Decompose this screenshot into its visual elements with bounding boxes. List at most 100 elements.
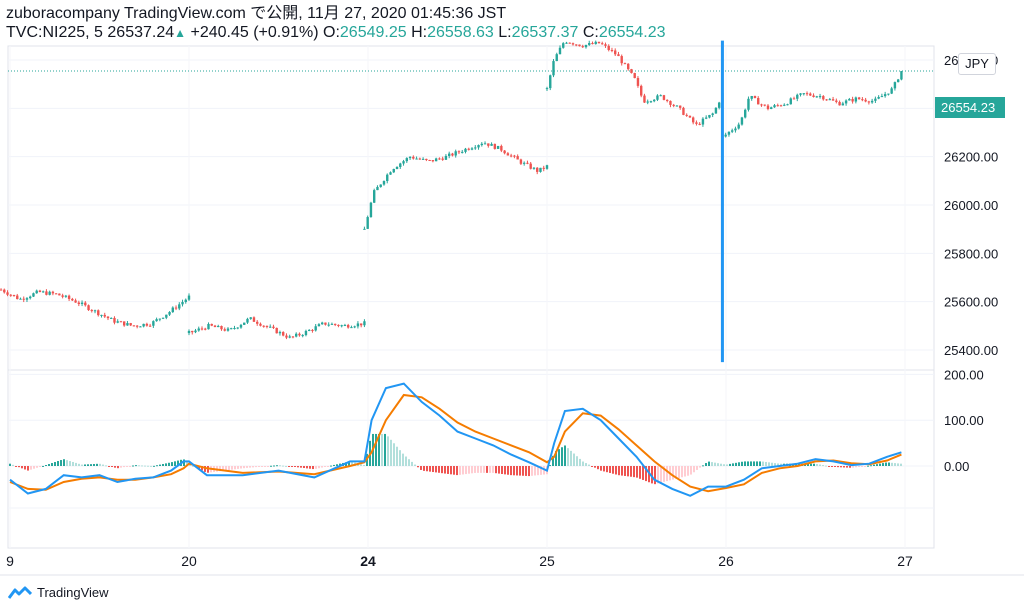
histogram-bar — [633, 466, 635, 478]
time-tick-label: 24 — [360, 553, 376, 569]
histogram-bar — [438, 466, 440, 473]
candle-body — [835, 100, 838, 102]
histogram-bar — [111, 466, 113, 467]
histogram-bar — [105, 465, 107, 467]
histogram-bar — [537, 466, 539, 476]
candle-body — [333, 323, 337, 325]
low-value: 26537.37 — [511, 24, 579, 41]
candle-body — [526, 162, 529, 164]
price-tick-label: 25800.00 — [944, 246, 998, 261]
candle-body — [320, 322, 324, 325]
histogram-bar — [240, 466, 242, 469]
candle-body — [669, 100, 672, 105]
candle-body — [649, 101, 653, 103]
histogram-bar — [96, 463, 98, 466]
candle-body — [9, 294, 12, 296]
candle-body — [126, 323, 129, 326]
candle-body — [197, 328, 200, 331]
candle-body — [890, 88, 893, 94]
candle-body — [54, 293, 58, 295]
candle-body — [558, 47, 562, 55]
candle-body — [324, 322, 327, 325]
candle-body — [317, 324, 321, 327]
histogram-bar — [576, 456, 578, 466]
histogram-bar — [714, 462, 716, 466]
histogram-bar — [894, 463, 896, 466]
histogram-bar — [861, 466, 863, 467]
candle-body — [100, 314, 103, 316]
histogram-bar — [402, 453, 404, 466]
histogram-bar — [864, 466, 866, 467]
histogram-bar — [585, 463, 587, 466]
candle-body — [451, 153, 454, 156]
histogram-bar — [15, 466, 17, 467]
histogram-bar — [63, 459, 65, 466]
candle-body — [594, 41, 597, 45]
candle-body — [431, 160, 435, 162]
candle-body — [366, 217, 369, 229]
candle-body — [97, 310, 100, 316]
histogram-bar — [603, 466, 605, 472]
histogram-bar — [855, 466, 857, 468]
histogram-bar — [672, 466, 674, 480]
histogram-bar — [549, 465, 551, 467]
candle-body — [591, 43, 594, 45]
candle-body — [346, 325, 350, 328]
histogram-bar — [444, 466, 446, 474]
histogram-bar — [759, 461, 761, 466]
candle-body — [200, 328, 204, 330]
candle-body — [620, 56, 623, 64]
candle-body — [32, 293, 35, 297]
candle-body — [41, 291, 45, 293]
candle-body — [67, 295, 71, 299]
histogram-bar — [312, 466, 314, 470]
histogram-bar — [420, 466, 422, 470]
change-value: +240.45 (+0.91%) — [190, 24, 319, 41]
histogram-bar — [261, 466, 263, 467]
histogram-bar — [69, 461, 71, 466]
candle-body — [636, 78, 640, 86]
candle-body — [269, 326, 272, 328]
candle-body — [760, 104, 763, 106]
candle-body — [825, 99, 828, 101]
candle-body — [640, 85, 643, 96]
histogram-bar — [156, 465, 158, 467]
candle-body — [285, 335, 288, 338]
candle-body — [226, 328, 230, 331]
candle-body — [438, 158, 441, 160]
histogram-bar — [390, 439, 392, 466]
histogram-bar — [21, 466, 23, 469]
footer-brand[interactable]: TradingView — [8, 585, 109, 600]
histogram-bar — [45, 465, 47, 467]
candle-body — [246, 318, 249, 323]
candle-body — [519, 159, 523, 164]
currency-button[interactable]: JPY — [958, 53, 996, 75]
symbol-label[interactable]: TVC:NI225, 5 — [6, 24, 103, 41]
candle-body — [142, 323, 145, 327]
candle-body — [447, 153, 451, 156]
histogram-bar — [822, 465, 824, 467]
candle-body — [604, 44, 607, 46]
candle-body — [441, 158, 444, 160]
candle-body — [685, 114, 688, 116]
candle-body — [110, 317, 113, 319]
histogram-bar — [339, 463, 341, 466]
candle-body — [883, 94, 887, 97]
candle-body — [278, 332, 282, 334]
histogram-bar — [126, 466, 128, 467]
candle-body — [379, 184, 382, 187]
tradingview-logo-icon — [8, 586, 32, 599]
candle-body — [854, 97, 858, 102]
candle-body — [812, 95, 815, 97]
histogram-bar — [765, 461, 767, 466]
histogram-bar — [183, 459, 185, 466]
candle-body — [870, 100, 874, 103]
plot-frame — [7, 45, 935, 549]
candle-body — [480, 143, 483, 146]
histogram-bar — [756, 461, 758, 466]
candle-body — [766, 105, 770, 110]
histogram-bar — [297, 466, 299, 468]
low-label: L: — [498, 24, 512, 41]
candle-body — [861, 99, 864, 101]
